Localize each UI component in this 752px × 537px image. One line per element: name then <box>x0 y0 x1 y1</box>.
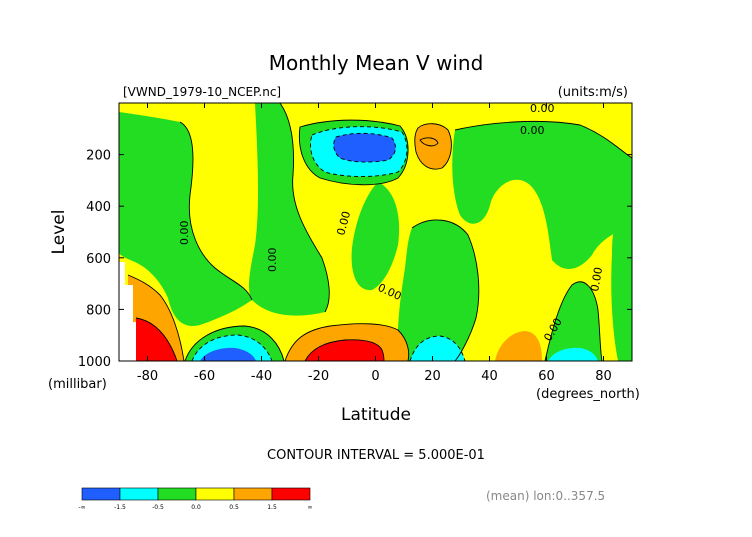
field-negative-strong-jet <box>333 133 396 163</box>
y-tick-label: 800 <box>86 303 111 318</box>
x-tick-label: -60 <box>194 369 215 384</box>
x-axis-label: Latitude <box>341 405 411 425</box>
y-axis-label: Level <box>49 210 69 255</box>
color-bar-swatch <box>157 487 197 501</box>
field-positive-upper-tropics <box>414 123 452 170</box>
contour-label: 0.00 <box>266 248 279 273</box>
field-negative-strong-sh-surface <box>200 347 256 361</box>
contour-lines <box>127 103 632 361</box>
color-bar-label: 1.5 <box>267 504 277 511</box>
contour-lines-dashed <box>191 126 466 361</box>
x-tick-label: 80 <box>595 369 612 384</box>
contour-label: 0.00 <box>530 102 555 115</box>
contour-label: 0.00 <box>588 266 605 292</box>
color-bar-swatch <box>271 487 311 501</box>
y-axis: 200 400 600 800 1000 <box>78 149 632 370</box>
y-unit-label: (millibar) <box>48 377 107 392</box>
color-bar-label: -1.5 <box>114 504 126 511</box>
contour-interval-label: CONTOUR INTERVAL = 5.000E-01 <box>267 448 485 463</box>
color-bar-swatch <box>81 487 121 501</box>
color-bar-swatch <box>233 487 273 501</box>
footer-label: (mean) lon:0..357.5 <box>486 489 605 503</box>
color-bar-label: -∞ <box>78 504 85 511</box>
x-tick-label: -80 <box>137 369 158 384</box>
x-tick-label: 60 <box>538 369 555 384</box>
field-negative-nh-wide <box>452 121 632 270</box>
y-tick-label: 400 <box>86 200 111 215</box>
field-negative-sh-polar <box>119 112 252 326</box>
color-bar-label: 0.5 <box>229 504 239 511</box>
file-label: [VWND_1979-10_NCEP.nc] <box>123 85 281 99</box>
chart-title: Monthly Mean V wind <box>269 51 484 75</box>
field-negative-nh-polar <box>545 281 602 361</box>
field-negative-tropics <box>351 182 400 291</box>
field-negative-mid-nh-polar <box>548 347 598 361</box>
color-bar-label: 0.0 <box>191 504 201 511</box>
y-tick-label: 200 <box>86 149 111 164</box>
field-positive-strong-tropics <box>305 339 384 361</box>
field-negative-midlat <box>248 103 330 316</box>
color-bar-swatch <box>195 487 235 501</box>
x-tick-label: 20 <box>424 369 441 384</box>
field-negative-nh-edge <box>611 220 632 361</box>
plot-area <box>119 103 632 361</box>
color-bar: -∞ -1.5 -0.5 0.0 0.5 1.5 ∞ <box>78 487 313 511</box>
x-tick-label: -20 <box>308 369 329 384</box>
x-unit-label: (degrees_north) <box>536 387 640 402</box>
x-axis: -80 -60 -40 -20 0 20 40 60 80 <box>137 103 612 384</box>
color-bar-swatch <box>119 487 159 501</box>
x-tick-label: 0 <box>371 369 379 384</box>
contour-label: 0.00 <box>520 124 545 137</box>
y-tick-label: 1000 <box>78 355 111 370</box>
contour-label: 0.00 <box>334 210 353 237</box>
field-missing-data <box>119 262 136 361</box>
field-negative-nh-lower <box>397 219 479 361</box>
y-tick-label: 600 <box>86 252 111 267</box>
units-label: (units:m/s) <box>558 85 628 100</box>
field-negative-mid-nh-surface <box>410 336 465 361</box>
contour-label: 0.00 <box>178 221 191 246</box>
x-tick-label: 40 <box>481 369 498 384</box>
field-positive-nh-surface <box>495 331 542 361</box>
field-positive-strong-sh-polar <box>136 318 177 361</box>
color-bar-label: ∞ <box>308 504 313 511</box>
color-bar-label: -0.5 <box>152 504 164 511</box>
x-tick-label: -40 <box>251 369 272 384</box>
